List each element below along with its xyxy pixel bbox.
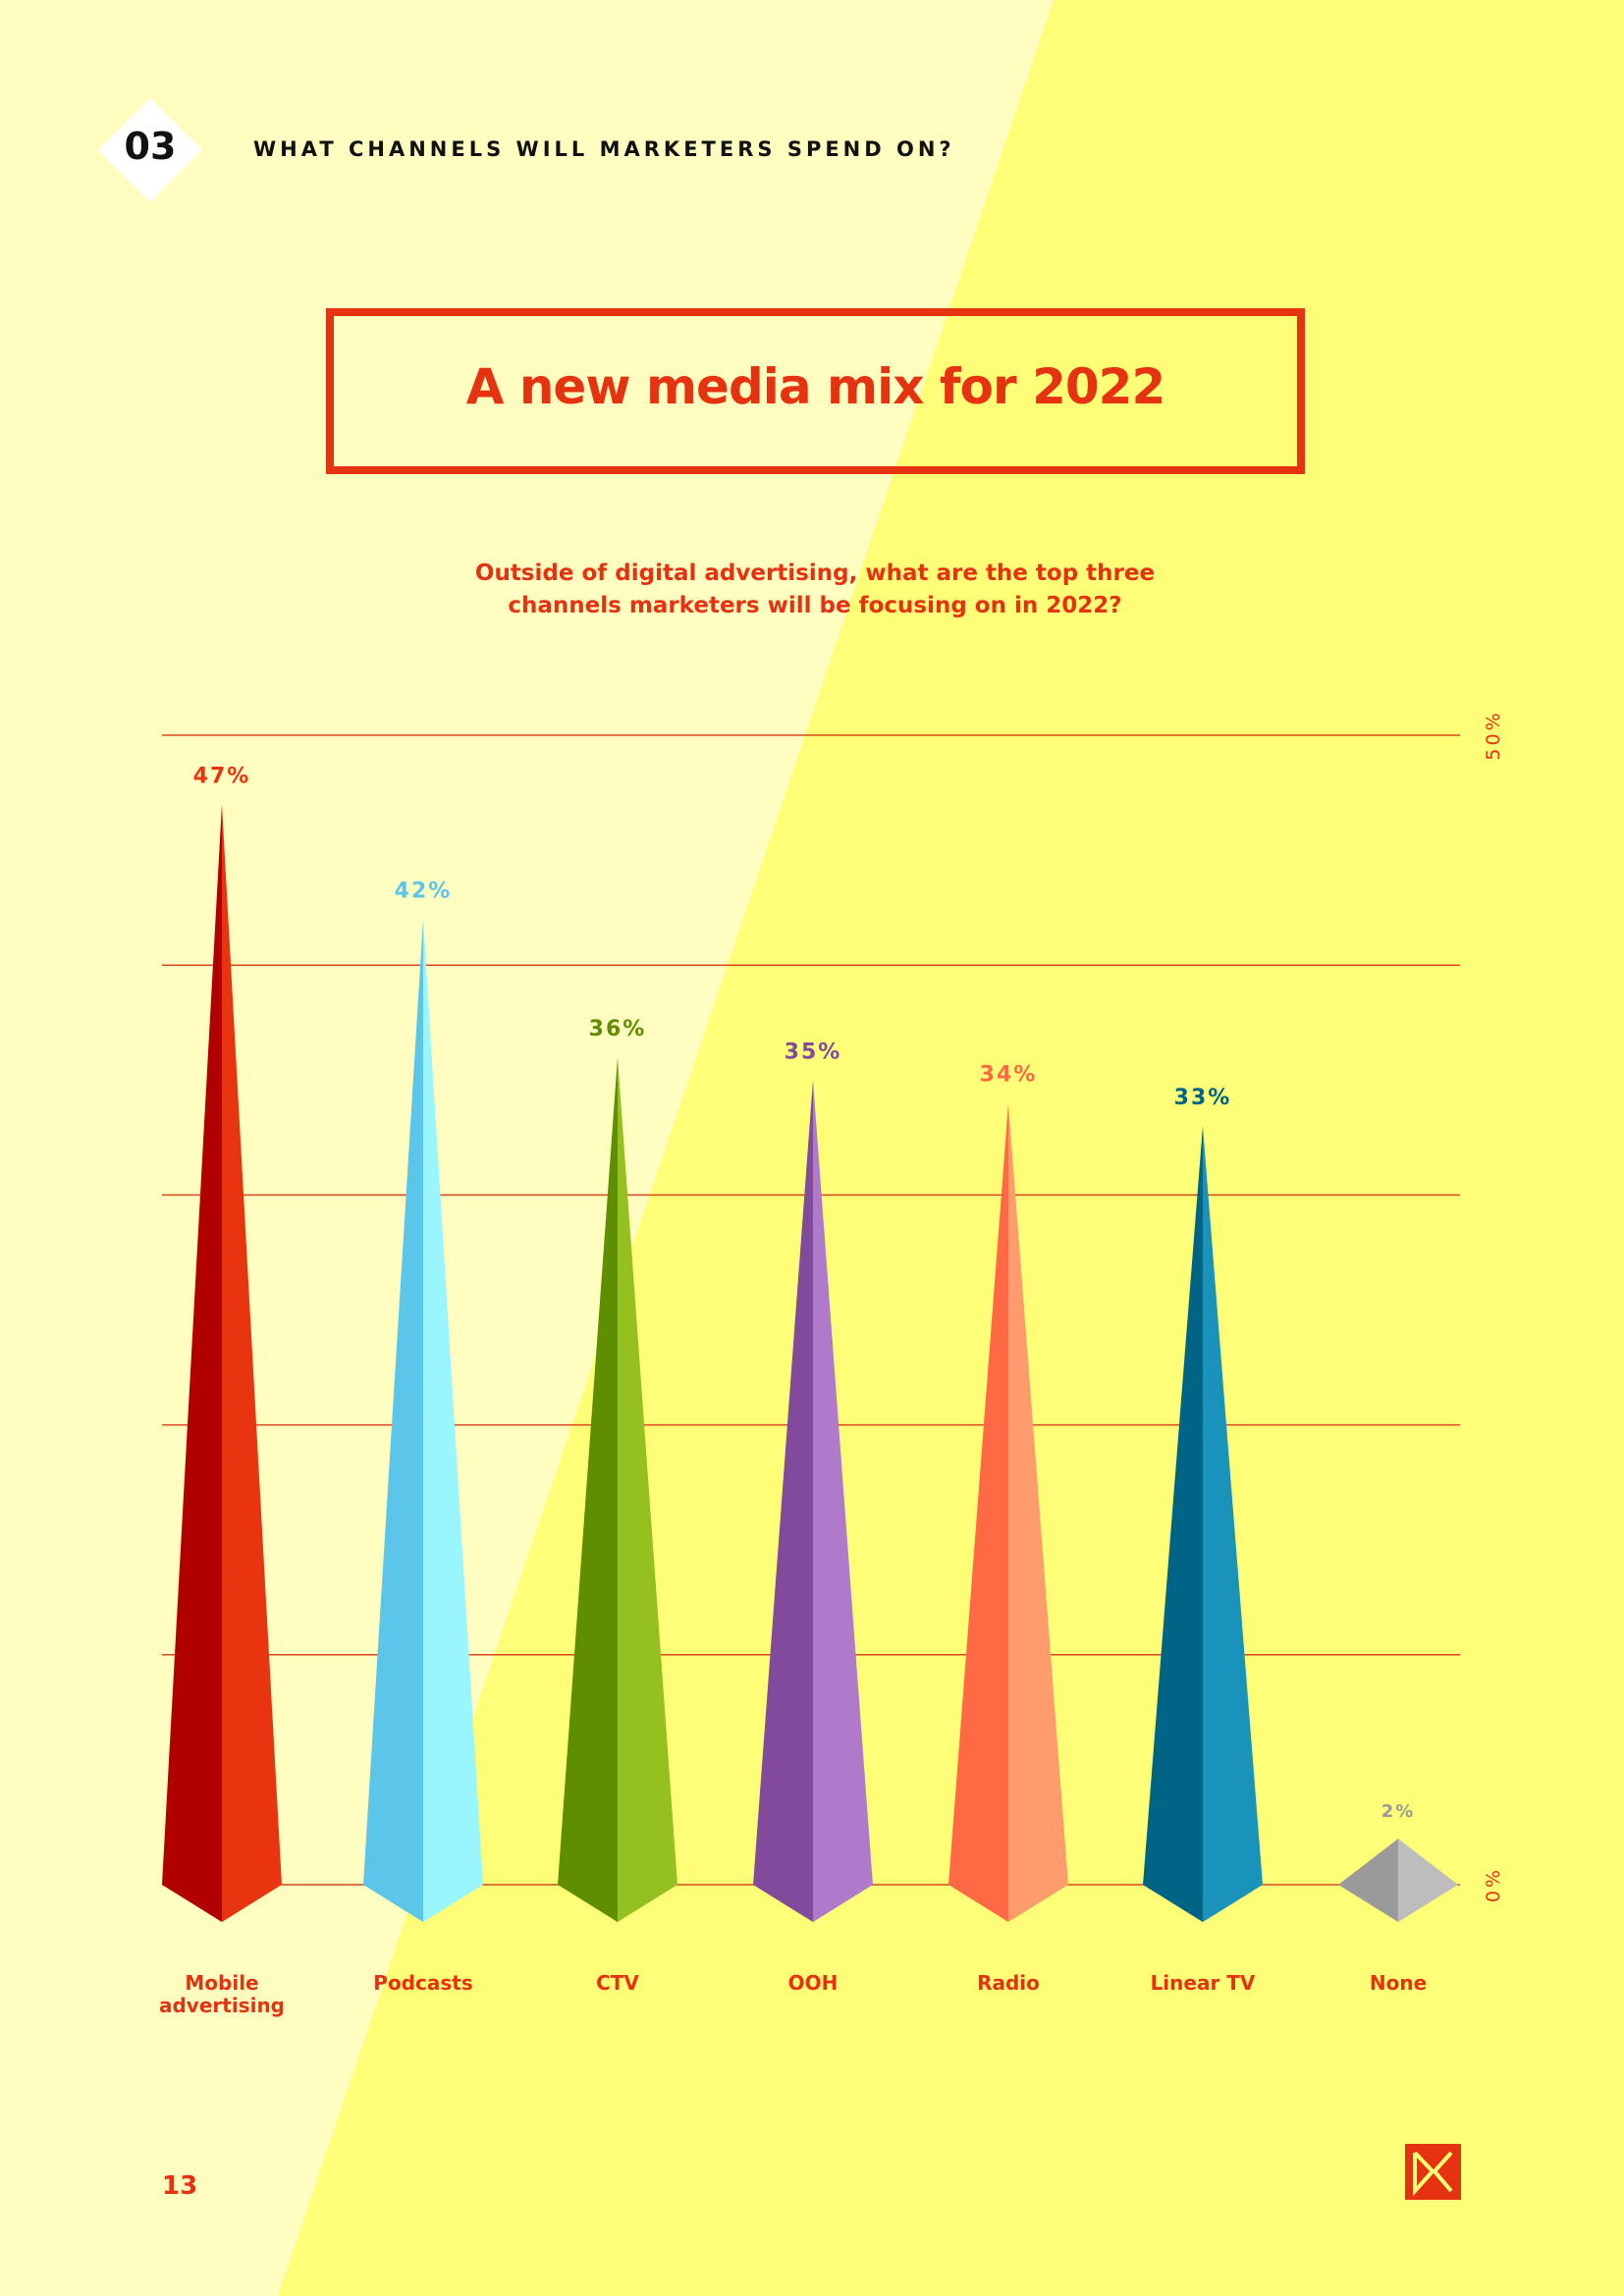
page-title: A new media mix for 2022 (465, 358, 1166, 415)
data-label: 36% (589, 1017, 647, 1041)
subtitle-line: Outside of digital advertising, what are… (474, 561, 1156, 586)
chart-subtitle: Outside of digital advertising, what are… (373, 558, 1257, 622)
brand-logo (1405, 2144, 1461, 2200)
page-number: 13 (162, 2171, 198, 2201)
bar-dark-face (162, 804, 222, 1922)
category-label: advertising (159, 1994, 285, 2017)
bar-dark-face (948, 1102, 1008, 1922)
bar-light-face (1398, 1839, 1458, 1922)
section-title: WHAT CHANNELS WILL MARKETERS SPEND ON? (253, 137, 955, 161)
y-tick-label: 50% (1483, 710, 1504, 760)
category-label: Linear TV (1151, 1971, 1256, 1995)
section-number: 03 (124, 125, 177, 168)
bar-dark-face (753, 1080, 813, 1922)
category-label: None (1370, 1971, 1427, 1995)
subtitle-line: channels marketers will be focusing on i… (508, 593, 1122, 618)
data-label: 34% (980, 1063, 1038, 1088)
category-label: Radio (977, 1971, 1040, 1995)
data-label: 42% (395, 879, 453, 903)
data-label: 2% (1381, 1801, 1416, 1822)
bar-light-face (1008, 1102, 1068, 1922)
section-badge-diamond (98, 98, 202, 202)
bar-light-face (813, 1080, 873, 1922)
bar-dark-face (1338, 1839, 1398, 1922)
category-label: OOH (788, 1971, 839, 1995)
bar-dark-face (558, 1056, 618, 1922)
bar-light-face (423, 919, 483, 1922)
data-label: 33% (1174, 1086, 1232, 1110)
data-label: 47% (193, 764, 251, 788)
bar-dark-face (363, 919, 423, 1922)
bar-light-face (1203, 1126, 1263, 1922)
category-label: CTV (596, 1971, 639, 1995)
bar-dark-face (1143, 1126, 1203, 1922)
bar-light-face (618, 1056, 677, 1922)
category-label: Podcasts (373, 1971, 472, 1995)
bar-light-face (222, 804, 282, 1922)
y-tick-label: 0% (1483, 1867, 1504, 1902)
category-label: Mobile (185, 1971, 258, 1995)
data-label: 35% (785, 1040, 842, 1064)
title-box (326, 308, 1305, 474)
